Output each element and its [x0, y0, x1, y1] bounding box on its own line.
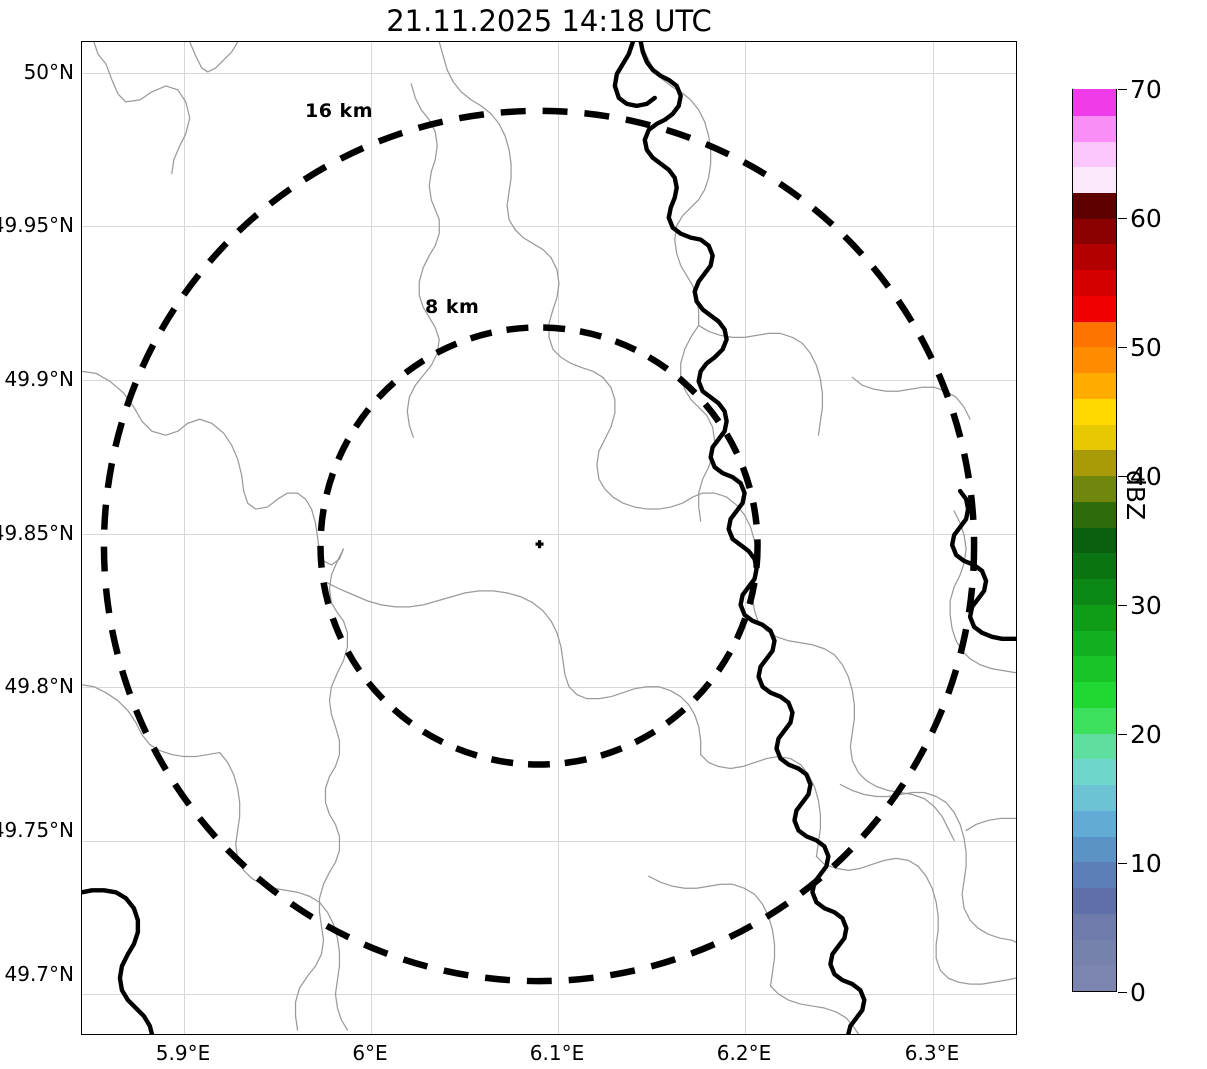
radar-site-plus-marker — [535, 540, 544, 549]
x-axis-tick-label: 6.3°E — [904, 1041, 960, 1065]
colorbar-band — [1073, 706, 1116, 734]
colorbar-tick-label: 60 — [1118, 206, 1188, 231]
x-axis-tick-label: 6.2°E — [716, 1041, 772, 1065]
gridline-horizontal — [82, 687, 1016, 688]
colorbar-band — [1073, 500, 1116, 528]
colorbar-band — [1073, 269, 1116, 296]
colorbar-band — [1073, 397, 1116, 425]
y-axis-tick-label: 49.95°N — [0, 213, 74, 237]
range-ring-16km — [100, 107, 978, 985]
colorbar-tick-dash — [1118, 346, 1127, 349]
x-axis-tick-label: 5.9°E — [155, 1041, 211, 1065]
y-axis-tick-label: 49.9°N — [4, 367, 75, 391]
gridline-horizontal — [82, 73, 1016, 74]
map-geometry-layer — [82, 42, 1016, 1034]
y-axis-tick-label: 49.7°N — [4, 962, 75, 986]
colorbar-band — [1073, 88, 1116, 116]
colorbar-band — [1073, 114, 1116, 142]
colorbar-tick-label: 10 — [1118, 851, 1188, 876]
colorbar-tick-dash — [1118, 862, 1127, 865]
range-ring-label-16km: 16 km — [305, 100, 373, 122]
colorbar-band — [1073, 191, 1116, 219]
gridline-horizontal — [82, 994, 1016, 995]
colorbar-band — [1073, 552, 1116, 580]
range-ring-label-8km: 8 km — [425, 296, 480, 318]
colorbar-tick-label: 40 — [1118, 464, 1188, 489]
gridline-vertical — [184, 42, 185, 1034]
colorbar-tick-label: 30 — [1118, 593, 1188, 618]
colorbar-band — [1073, 526, 1116, 554]
y-axis-tick-label: 49.85°N — [0, 521, 74, 545]
radar-map-axes[interactable]: 16 km 8 km — [81, 41, 1017, 1035]
colorbar-band — [1073, 346, 1116, 374]
gridline-horizontal — [82, 226, 1016, 227]
y-axis-tick-label: 49.75°N — [0, 818, 74, 842]
colorbar-band — [1073, 835, 1116, 863]
gridline-vertical — [371, 42, 372, 1034]
colorbar-band — [1073, 964, 1116, 991]
colorbar-band — [1073, 294, 1116, 322]
colorbar-band — [1073, 809, 1116, 837]
gridline-vertical — [558, 42, 559, 1034]
colorbar[interactable] — [1072, 88, 1117, 992]
gridline-horizontal — [82, 841, 1016, 842]
colorbar-tick-dash — [1118, 604, 1127, 607]
colorbar-tick-label: 50 — [1118, 335, 1188, 360]
colorbar-band — [1073, 140, 1116, 168]
colorbar-band — [1073, 655, 1116, 683]
colorbar-band — [1073, 449, 1116, 477]
colorbar-band — [1073, 938, 1116, 966]
colorbar-band — [1073, 732, 1116, 760]
colorbar-band — [1073, 217, 1116, 245]
gridline-vertical — [933, 42, 934, 1034]
administrative-boundaries — [82, 42, 1016, 1034]
colorbar-band — [1073, 243, 1116, 271]
colorbar-tick-dash — [1118, 475, 1127, 478]
y-axis-tick-label: 49.8°N — [4, 674, 75, 698]
national-border — [82, 42, 1016, 1034]
colorbar-band — [1073, 886, 1116, 914]
colorbar-tick-label: 70 — [1118, 77, 1188, 102]
colorbar-tick-label: 20 — [1118, 722, 1188, 747]
colorbar-band — [1073, 861, 1116, 889]
colorbar-tick-dash — [1118, 217, 1127, 220]
colorbar-band — [1073, 912, 1116, 940]
x-axis-tick-label: 6°E — [352, 1041, 388, 1065]
colorbar-tick-dash — [1118, 991, 1127, 994]
colorbar-tick-dash — [1118, 88, 1127, 91]
colorbar-band — [1073, 758, 1116, 786]
colorbar-band — [1073, 320, 1116, 348]
x-axis-tick-label: 6.1°E — [529, 1041, 585, 1065]
page-title: 21.11.2025 14:18 UTC — [386, 4, 712, 38]
y-axis-tick-label: 50°N — [23, 60, 74, 84]
range-ring-8km — [317, 324, 761, 768]
colorbar-band — [1073, 423, 1116, 451]
colorbar-tick-dash — [1118, 733, 1127, 736]
colorbar-tick-label: 0 — [1118, 980, 1188, 1005]
colorbar-axis-label: dBZ — [1121, 470, 1150, 521]
colorbar-band — [1073, 578, 1116, 605]
colorbar-band — [1073, 629, 1116, 657]
colorbar-band — [1073, 166, 1116, 193]
colorbar-band — [1073, 681, 1116, 708]
gridline-vertical — [745, 42, 746, 1034]
colorbar-band — [1073, 784, 1116, 811]
colorbar-band — [1073, 475, 1116, 502]
gridline-horizontal — [82, 380, 1016, 381]
gridline-horizontal — [82, 534, 1016, 535]
colorbar-band — [1073, 603, 1116, 631]
colorbar-band — [1073, 372, 1116, 399]
